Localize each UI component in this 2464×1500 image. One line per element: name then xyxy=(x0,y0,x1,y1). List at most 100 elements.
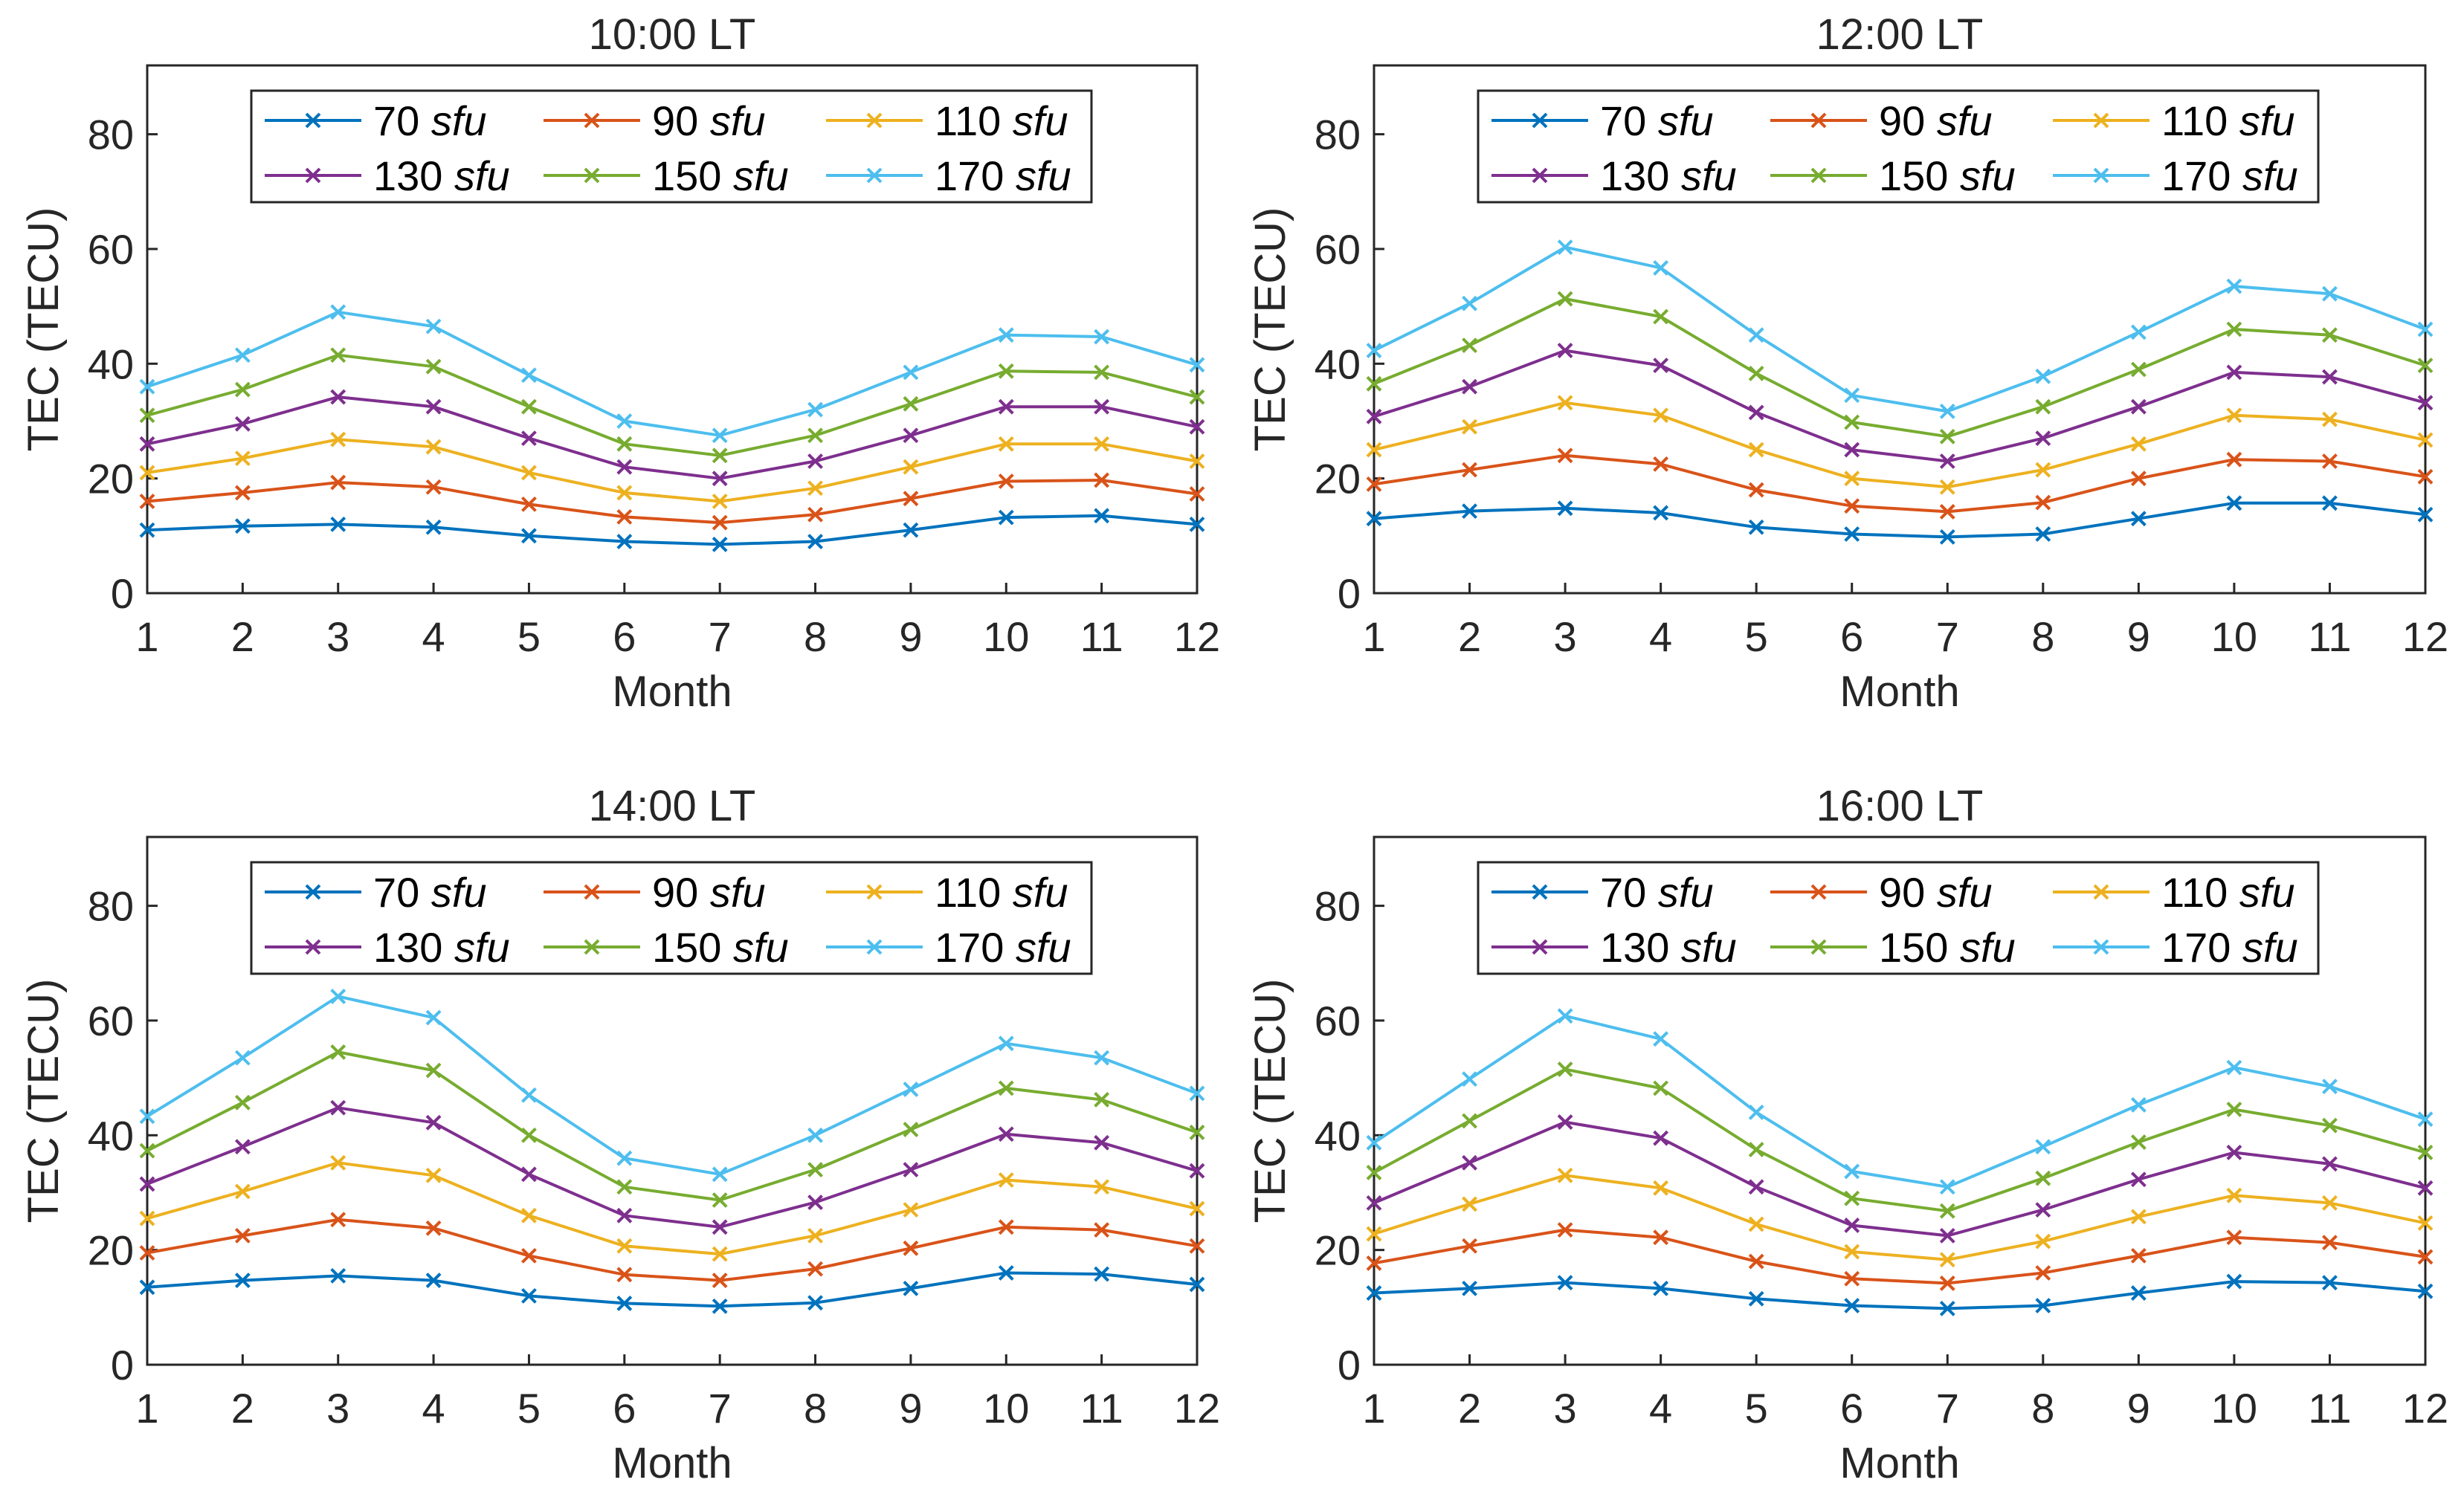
data-point-marker xyxy=(712,1273,728,1288)
data-point-marker xyxy=(2226,1102,2242,1117)
data-point-marker xyxy=(1189,1125,1205,1140)
data-point-marker xyxy=(1189,1276,1205,1293)
data-point-marker xyxy=(1094,329,1110,345)
x-axis-label: Month xyxy=(612,667,732,716)
data-point-marker xyxy=(2417,1180,2434,1196)
series-line xyxy=(1373,453,2426,514)
data-point-marker xyxy=(521,1127,537,1143)
data-point-marker xyxy=(425,358,442,375)
data-point-marker xyxy=(2417,395,2434,411)
y-tick-label: 0 xyxy=(111,1342,134,1389)
data-point-marker xyxy=(1557,1008,1573,1024)
data-point-marker xyxy=(998,327,1014,343)
series-line xyxy=(146,1271,1198,1308)
data-point-marker xyxy=(1557,343,1573,358)
data-point-marker xyxy=(1462,295,1477,311)
legend-label: 110 sfu xyxy=(935,869,1068,916)
data-point-marker xyxy=(1844,471,1860,487)
data-point-marker xyxy=(1748,442,1764,458)
y-tick-label: 40 xyxy=(1315,1112,1361,1159)
data-point-marker xyxy=(807,401,823,418)
x-tick-label: 12 xyxy=(2402,1385,2448,1432)
data-point-marker xyxy=(2226,278,2242,294)
legend-entry: 170 sfu xyxy=(2053,924,2298,971)
data-point-marker xyxy=(1462,1071,1477,1087)
legend-label: 70 sfu xyxy=(373,869,487,916)
data-point-marker xyxy=(1557,1222,1573,1238)
data-point-marker xyxy=(903,1280,919,1296)
data-point-marker xyxy=(330,1212,346,1228)
data-point-marker xyxy=(2322,327,2338,343)
data-point-marker xyxy=(1189,1163,1205,1179)
data-point-marker xyxy=(1189,516,1205,532)
series-line xyxy=(1373,1280,2426,1310)
data-point-marker xyxy=(616,508,633,525)
legend-entry: 170 sfu xyxy=(826,924,1071,971)
x-tick-label: 4 xyxy=(422,613,445,660)
data-point-marker xyxy=(521,465,537,481)
x-tick-label: 10 xyxy=(2211,613,2257,660)
data-point-marker xyxy=(2035,1265,2051,1281)
series-line xyxy=(146,438,1198,503)
legend-label: 110 sfu xyxy=(935,97,1068,144)
legend-marker xyxy=(866,167,883,184)
y-tick-label: 0 xyxy=(111,570,134,617)
series-110-sfu xyxy=(139,431,1205,509)
x-tick-label: 11 xyxy=(1080,613,1123,660)
data-point-marker xyxy=(1189,389,1205,405)
series-130-sfu xyxy=(139,389,1205,487)
data-point-marker xyxy=(2322,1275,2338,1291)
legend-label: 130 sfu xyxy=(1600,152,1737,199)
x-tick-label: 12 xyxy=(1174,1385,1220,1432)
data-point-marker xyxy=(330,516,346,532)
x-tick-label: 4 xyxy=(422,1385,445,1432)
data-point-marker xyxy=(903,459,919,475)
data-point-marker xyxy=(330,1044,346,1060)
legend-label: 170 sfu xyxy=(935,924,1071,971)
series-110-sfu xyxy=(139,1154,1205,1262)
data-point-marker xyxy=(1366,1194,1382,1211)
data-point-marker xyxy=(616,1238,633,1254)
data-point-marker xyxy=(712,447,728,464)
legend-label: 70 sfu xyxy=(373,97,487,144)
legend-marker xyxy=(2093,167,2109,184)
series-line xyxy=(146,1050,1198,1202)
data-point-marker xyxy=(2035,1202,2051,1218)
data-point-marker xyxy=(1094,1092,1110,1108)
legend-marker xyxy=(584,884,600,900)
data-point-marker xyxy=(903,427,919,444)
x-tick-label: 11 xyxy=(2308,1385,2351,1432)
data-point-marker xyxy=(2322,1117,2338,1134)
data-point-marker xyxy=(1189,486,1205,502)
data-point-marker xyxy=(2130,1096,2147,1113)
data-point-marker xyxy=(1653,456,1669,472)
x-tick-label: 5 xyxy=(517,613,541,660)
data-point-marker xyxy=(998,363,1014,379)
chart-title: 10:00 LT xyxy=(589,10,756,59)
series-90-sfu xyxy=(139,472,1205,531)
y-tick-label: 20 xyxy=(88,456,134,502)
series-90-sfu xyxy=(1366,1222,2434,1291)
data-point-marker xyxy=(2035,368,2051,384)
data-point-marker xyxy=(2322,495,2338,511)
data-point-marker xyxy=(807,453,823,469)
data-point-marker xyxy=(616,436,633,452)
data-point-marker xyxy=(1462,462,1477,478)
data-point-marker xyxy=(1939,428,1955,444)
data-point-marker xyxy=(1748,482,1764,498)
data-point-marker xyxy=(521,1247,537,1264)
data-point-marker xyxy=(2226,495,2242,511)
data-point-marker xyxy=(2130,398,2147,415)
x-tick-label: 8 xyxy=(2031,1385,2054,1432)
legend-entry: 150 sfu xyxy=(1770,152,2016,199)
series-line xyxy=(1373,297,2426,439)
data-point-marker xyxy=(1844,1244,1860,1260)
data-point-marker xyxy=(1844,414,1860,430)
data-point-marker xyxy=(1939,453,1955,469)
x-tick-label: 12 xyxy=(1174,613,1220,660)
legend: 70 sfu 90 sfu 110 sfu 130 sfu 150 sfu 170 sfu xyxy=(1477,861,2320,975)
x-tick-label: 9 xyxy=(899,1385,922,1432)
legend-entry: 110 sfu xyxy=(2053,869,2295,916)
legend-entry: 130 sfu xyxy=(265,152,510,199)
